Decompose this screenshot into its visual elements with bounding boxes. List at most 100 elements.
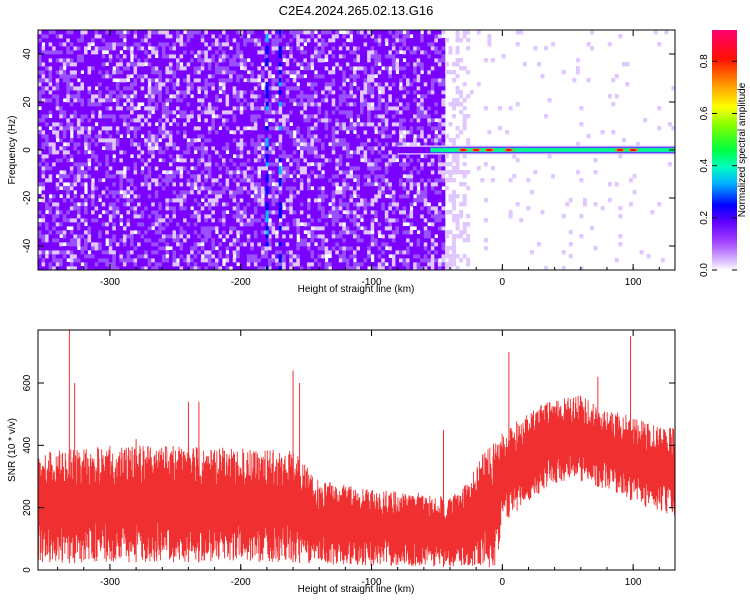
heat-cell [158,234,163,239]
heat-cell [133,138,138,143]
heat-cell [101,242,106,247]
heat-cell [338,98,343,103]
heat-cell [289,146,294,151]
heat-cell [45,50,50,55]
heat-cell [197,150,202,155]
heat-cell [296,46,301,51]
heat-cell [84,150,88,155]
heat-cell [179,146,184,151]
heat-cell [179,50,184,55]
heat-cell [214,150,219,155]
heat-cell [310,246,315,251]
heat-cell [179,34,184,39]
heat-cell [59,154,64,159]
heat-cell [98,262,103,267]
heat-cell [45,206,50,211]
heat-cell [91,242,96,247]
heat-cell [257,242,262,247]
heat-cell [165,194,170,199]
heat-cell [41,46,46,51]
heat-cell [193,106,198,111]
heat-cell [260,254,265,259]
heat-cell [310,146,315,151]
heat-cell [222,182,226,187]
heat-cell [299,202,304,207]
heat-cell [232,234,237,239]
heat-cell [59,46,64,51]
heat-cell [260,30,265,35]
heat-cell [260,182,265,187]
heat-cell [246,150,251,155]
heat-cell [119,34,124,39]
heat-cell [306,90,311,95]
heat-cell [331,34,336,39]
heat-cell [151,66,156,71]
heat-cell [289,170,294,175]
heat-cell [66,42,71,47]
heat-cell [130,70,134,75]
heat-cell [285,142,290,147]
heat-cell [91,106,96,111]
heat-cell [41,206,46,211]
heat-cell [38,46,42,51]
heat-cell [225,70,230,75]
heat-cell [91,218,96,223]
heat-cell [303,110,308,115]
heat-cell [331,86,336,91]
heat-cell [165,58,170,63]
heat-cell [310,134,315,139]
heat-cell [62,54,67,59]
heat-cell [338,194,343,199]
heat-cell [335,166,340,171]
heat-cell [282,198,287,203]
heat-cell [232,222,237,227]
heat-cell [52,226,57,231]
heat-cell [137,74,142,79]
heat-cell [45,94,50,99]
heat-cell [285,38,290,43]
heat-cell [112,194,117,199]
heat-cell [98,202,103,207]
heat-cell [314,122,318,127]
heat-cell [218,182,223,187]
heat-cell [214,222,219,227]
heat-cell [52,66,57,71]
heat-cell [271,110,276,115]
heat-cell [183,174,188,179]
heat-cell [165,46,170,51]
heat-cell [331,102,336,107]
heat-cell [144,178,149,183]
heat-cell [76,58,81,63]
heat-cell [218,206,223,211]
heat-cell [314,214,318,219]
heat-cell [314,50,318,55]
heat-cell [331,234,336,239]
heat-cell [246,86,251,91]
heat-cell [218,230,223,235]
heat-cell [204,230,209,235]
heat-cell [80,222,85,227]
heat-cell [292,246,297,251]
heat-cell [80,226,85,231]
heat-cell [197,70,202,75]
heat-cell [122,70,127,75]
heat-cell [345,238,350,243]
heat-cell [101,250,106,255]
heat-cell [331,58,336,63]
heat-cell [250,86,255,91]
heat-cell [335,70,340,75]
heat-cell [310,214,315,219]
heat-cell [282,82,287,87]
heat-cell [108,142,113,147]
heat-cell [303,106,308,111]
heat-cell [66,178,71,183]
heat-cell [229,62,234,67]
heat-cell [101,182,106,187]
heat-cell [108,66,113,71]
heat-cell [289,42,294,47]
heat-cell [331,142,336,147]
heat-cell [52,206,57,211]
heat-cell [165,86,170,91]
heat-cell [289,262,294,267]
